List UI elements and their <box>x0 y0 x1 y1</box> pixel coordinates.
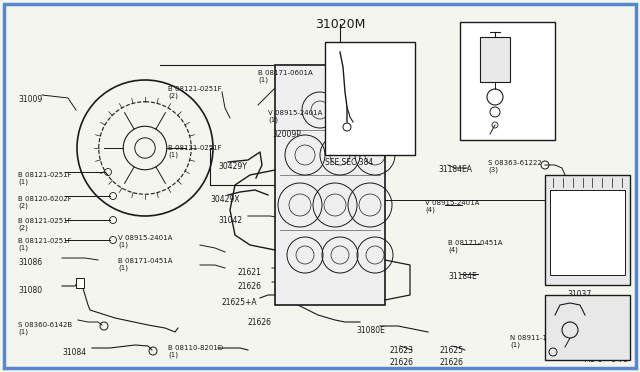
Text: 21626: 21626 <box>238 282 262 291</box>
Text: 21626: 21626 <box>248 318 272 327</box>
Text: SEE SEC.384: SEE SEC.384 <box>325 158 373 167</box>
Text: 31020M: 31020M <box>315 18 365 31</box>
Text: 31009: 31009 <box>18 95 42 104</box>
Text: B 08120-6202F
(2): B 08120-6202F (2) <box>18 196 72 209</box>
Text: 30429X: 30429X <box>210 195 239 204</box>
Bar <box>480 37 510 82</box>
Text: 21621: 21621 <box>238 268 262 277</box>
Text: A3 0^ 0 79: A3 0^ 0 79 <box>585 355 628 364</box>
Text: 31080: 31080 <box>18 286 42 295</box>
Text: V 08915-2401A
(1): V 08915-2401A (1) <box>118 235 172 248</box>
Text: 21626: 21626 <box>440 358 464 367</box>
Text: S 08360-6142B
(1): S 08360-6142B (1) <box>18 322 72 335</box>
Text: S 08363-61222
(3): S 08363-61222 (3) <box>488 160 541 173</box>
Text: 31037: 31037 <box>567 290 591 299</box>
Text: 32009P: 32009P <box>272 130 301 139</box>
Text: SEE SEC.327: SEE SEC.327 <box>490 104 538 113</box>
Text: 31184EA: 31184EA <box>438 165 472 174</box>
Bar <box>275 65 385 305</box>
Bar <box>76 278 84 288</box>
Text: B 08121-0251F
(2): B 08121-0251F (2) <box>168 86 221 99</box>
Text: 21625+A: 21625+A <box>222 298 258 307</box>
Text: 21626: 21626 <box>390 358 414 367</box>
Text: 21623: 21623 <box>390 346 414 355</box>
Text: 31080E: 31080E <box>356 326 385 335</box>
Bar <box>550 190 625 275</box>
Bar <box>460 22 555 140</box>
Text: B 08171-0451A
(1): B 08171-0451A (1) <box>118 258 173 271</box>
Text: B 08121-0251F
(1): B 08121-0251F (1) <box>18 172 72 185</box>
Text: 30429Y: 30429Y <box>218 162 247 171</box>
Text: B 08171-0601A
(1): B 08171-0601A (1) <box>258 70 313 83</box>
Text: 31036: 31036 <box>567 175 591 184</box>
Text: 31184E: 31184E <box>448 272 477 281</box>
Text: 21625: 21625 <box>440 346 464 355</box>
Bar <box>545 175 630 285</box>
Text: V 08915-2401A
(4): V 08915-2401A (4) <box>425 200 479 213</box>
Text: 31084: 31084 <box>62 348 86 357</box>
Text: B 08121-0251F
(2): B 08121-0251F (2) <box>18 218 72 231</box>
Text: N 08911-1062G
(1): N 08911-1062G (1) <box>510 335 566 348</box>
Text: 31042: 31042 <box>218 216 242 225</box>
Text: B 08110-8201D
(1): B 08110-8201D (1) <box>168 345 223 358</box>
Text: B 08121-0251F
(1): B 08121-0251F (1) <box>168 145 221 158</box>
Bar <box>545 295 630 360</box>
Text: 31086: 31086 <box>18 258 42 267</box>
Text: V 08915-2401A
(1): V 08915-2401A (1) <box>268 110 323 123</box>
Text: B 08121-0251F
(1): B 08121-0251F (1) <box>18 238 72 251</box>
Text: B 08171-0451A
(4): B 08171-0451A (4) <box>448 240 502 253</box>
Bar <box>325 42 415 155</box>
